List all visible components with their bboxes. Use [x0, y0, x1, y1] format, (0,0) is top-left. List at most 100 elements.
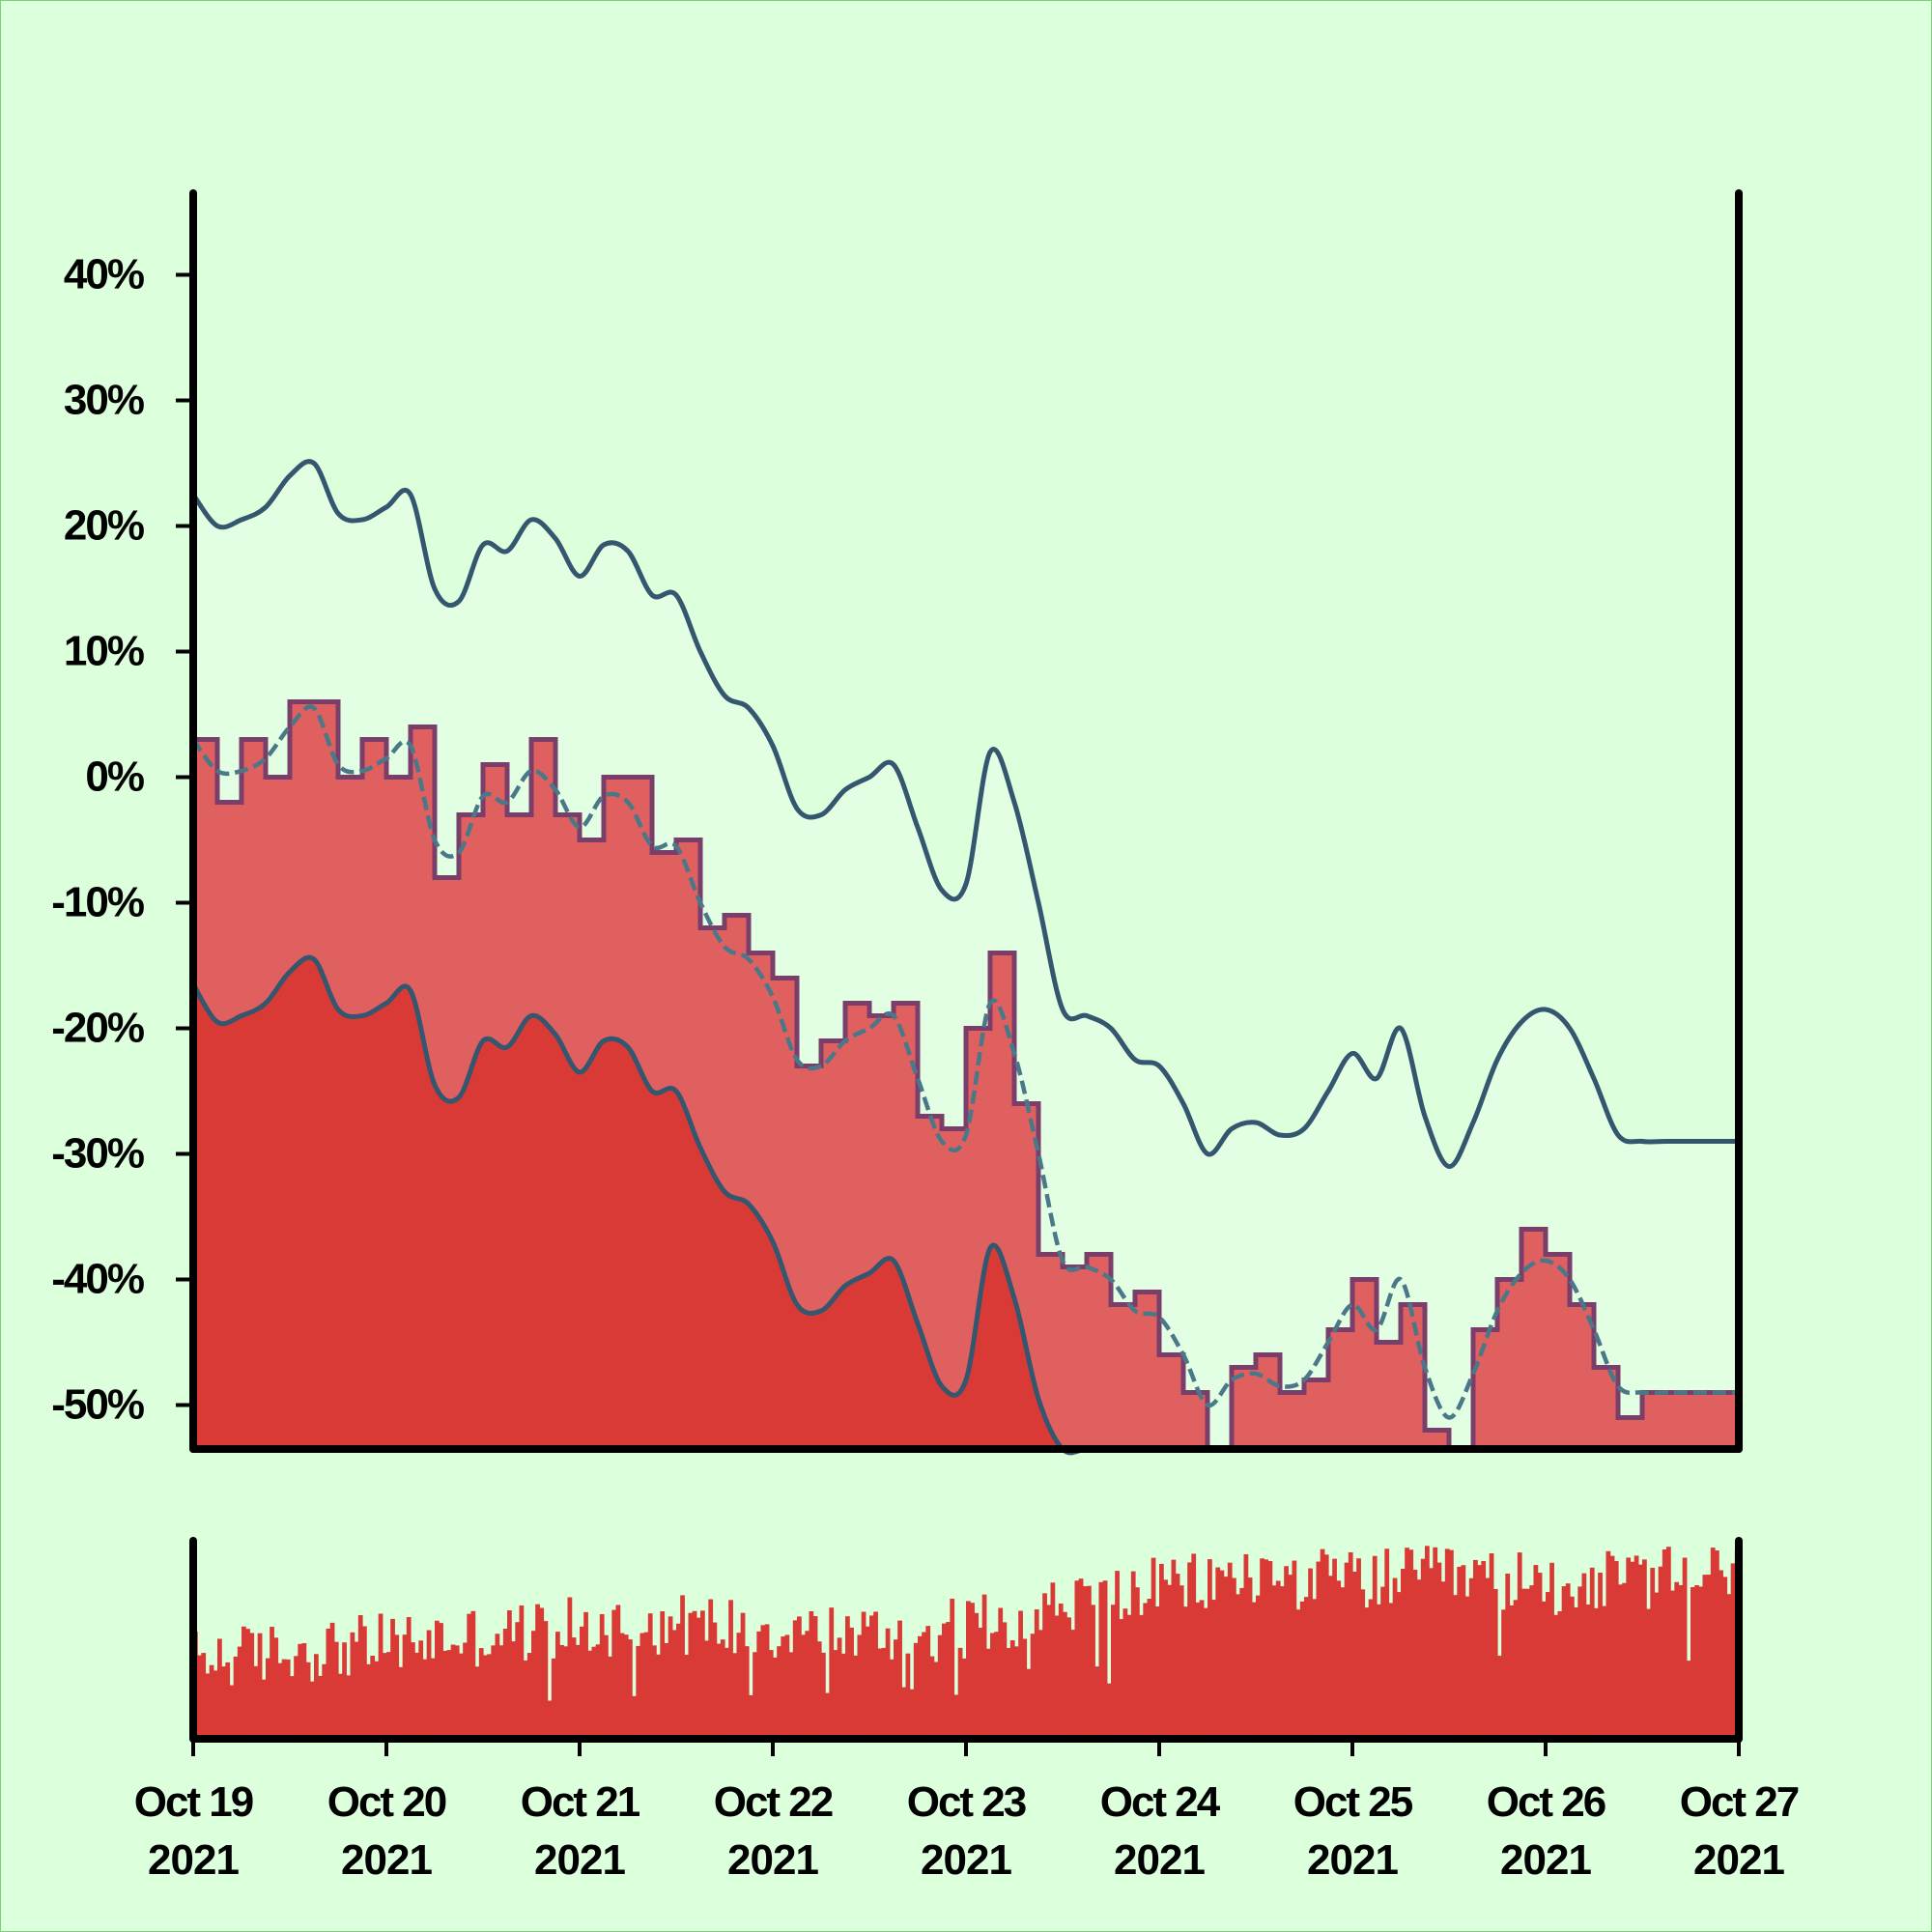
volume-bar — [1618, 1584, 1623, 1739]
volume-bar — [305, 1662, 311, 1739]
volume-bar — [567, 1597, 573, 1739]
volume-bar — [1147, 1599, 1152, 1739]
volume-bar — [442, 1650, 448, 1739]
volume-bar — [350, 1632, 355, 1739]
volume-bar — [1489, 1552, 1494, 1739]
volume-bar — [922, 1632, 926, 1739]
volume-bar — [1440, 1581, 1446, 1739]
volume-bar — [853, 1655, 859, 1739]
volume-bar — [1654, 1592, 1660, 1739]
volume-bar — [318, 1675, 323, 1739]
volume-bar — [1009, 1640, 1015, 1739]
volume-bar — [1167, 1584, 1173, 1739]
volume-bar — [1195, 1602, 1201, 1739]
volume-bar — [1690, 1586, 1695, 1739]
volume-bar — [495, 1634, 500, 1739]
volume-bar — [1715, 1550, 1719, 1739]
volume-bar — [1626, 1557, 1632, 1739]
volume-bar — [362, 1626, 367, 1739]
volume-bar — [1179, 1585, 1184, 1739]
volume-bar — [1461, 1565, 1466, 1739]
volume-bar — [1042, 1593, 1047, 1739]
volume-bar — [1058, 1604, 1064, 1739]
volume-bar — [1006, 1648, 1011, 1739]
upper-band-fill-layer — [193, 461, 1739, 1453]
volume-bar — [998, 1607, 1004, 1739]
volume-bar — [1038, 1630, 1043, 1739]
volume-bar — [386, 1652, 391, 1739]
volume-bar — [1670, 1590, 1675, 1739]
x-tick-label-date: Oct 25 — [1293, 1778, 1413, 1826]
y-tick-label: -50% — [51, 1381, 144, 1429]
volume-bar — [1308, 1568, 1313, 1739]
volume-bar — [700, 1610, 705, 1739]
volume-bar — [1328, 1576, 1333, 1739]
volume-bar — [1537, 1573, 1543, 1739]
volume-bar — [901, 1687, 907, 1739]
volume-bar — [1557, 1610, 1563, 1739]
volume-bar — [531, 1631, 536, 1739]
volume-bar — [1477, 1565, 1482, 1739]
volume-bar — [1054, 1615, 1060, 1739]
volume-bar — [1392, 1577, 1398, 1739]
volume-bar — [1473, 1559, 1478, 1739]
volume-bar — [652, 1645, 657, 1739]
volume-bar — [833, 1650, 838, 1739]
volume-bar — [599, 1613, 605, 1739]
volume-bar — [1087, 1585, 1092, 1739]
volume-bar — [374, 1661, 380, 1739]
volume-bar — [1267, 1561, 1273, 1739]
volume-panel — [193, 1546, 1740, 1739]
volume-bar — [394, 1634, 400, 1739]
volume-bar — [450, 1644, 456, 1739]
volume-bar — [1634, 1555, 1639, 1739]
volume-bar — [1187, 1562, 1192, 1739]
volume-bar — [905, 1653, 911, 1739]
volume-bar — [688, 1612, 694, 1739]
volume-bar — [435, 1620, 440, 1739]
volume-bar — [1630, 1561, 1635, 1739]
volume-bar — [1517, 1552, 1522, 1739]
volume-bar — [712, 1622, 718, 1739]
x-tick-label-date: Oct 19 — [134, 1778, 253, 1826]
volume-bar — [454, 1645, 460, 1739]
volume-bar — [580, 1626, 584, 1739]
volume-bar — [498, 1645, 504, 1739]
volume-bar — [881, 1647, 887, 1739]
volume-bar — [478, 1648, 484, 1739]
y-tick-label: 30% — [64, 377, 144, 424]
volume-bar — [398, 1666, 404, 1739]
volume-bar — [1219, 1570, 1225, 1739]
volume-bar — [575, 1644, 581, 1739]
volume-bar — [591, 1646, 597, 1739]
y-tick-label: 0% — [85, 753, 143, 801]
volume-bar — [539, 1607, 545, 1739]
volume-bar — [740, 1612, 746, 1739]
volume-bar — [1368, 1599, 1374, 1739]
volume-bar — [1295, 1609, 1301, 1739]
volume-bar — [728, 1600, 733, 1739]
volume-bar — [716, 1643, 722, 1739]
volume-bar — [285, 1659, 291, 1739]
volume-bar — [1589, 1567, 1595, 1739]
volume-bar — [277, 1662, 283, 1739]
volume-bar — [1702, 1575, 1708, 1739]
volume-bar — [611, 1609, 617, 1739]
volume-bar — [1497, 1656, 1502, 1739]
volume-bar — [773, 1657, 778, 1739]
volume-bar — [422, 1659, 428, 1739]
volume-bar — [1726, 1594, 1732, 1739]
volume-bar — [1022, 1638, 1028, 1739]
volume-bar — [1525, 1588, 1530, 1739]
volume-bar — [1453, 1595, 1458, 1739]
volume-bar — [1074, 1580, 1080, 1739]
volume-bar — [708, 1599, 714, 1739]
volume-bar — [1457, 1566, 1463, 1739]
volume-bar — [608, 1656, 612, 1739]
volume-bar — [1449, 1549, 1454, 1739]
volume-bar — [671, 1630, 677, 1739]
volume-bar — [1050, 1582, 1056, 1739]
volume-bar — [1260, 1558, 1264, 1739]
volume-bar — [1002, 1622, 1008, 1739]
volume-bar — [1541, 1601, 1547, 1739]
